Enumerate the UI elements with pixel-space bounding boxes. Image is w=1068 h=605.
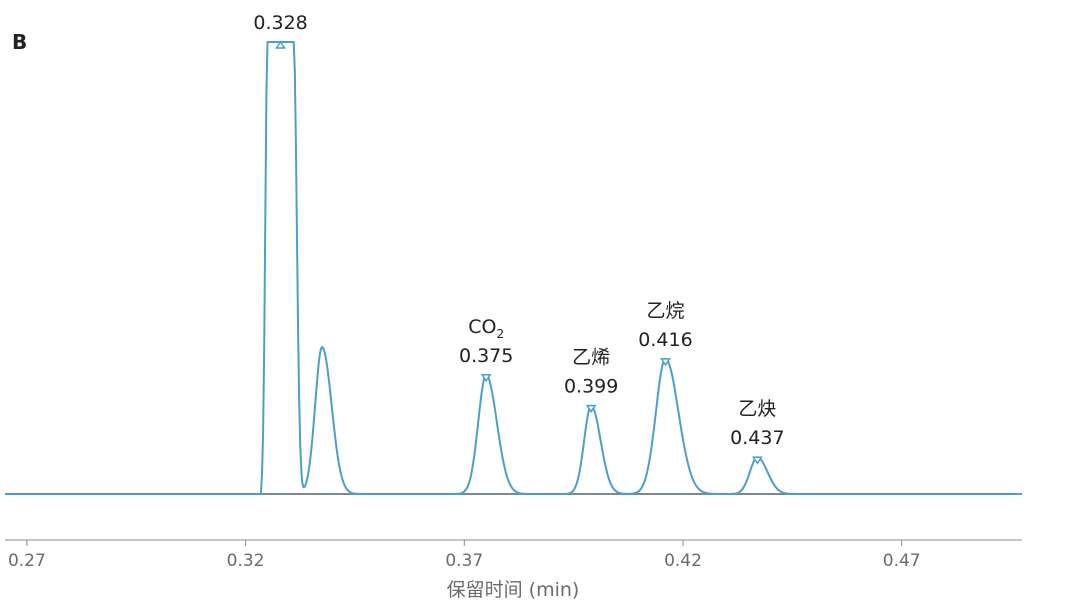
trace-layer	[5, 41, 1022, 495]
peak-marker	[751, 456, 763, 465]
x-axis: 0.27 0.32 0.37 0.42 0.47	[5, 539, 1022, 571]
peak-retention-label: 0.375	[459, 345, 513, 367]
x-tick-label: 0.32	[227, 551, 265, 571]
peak-labels: 0.328 0.375 CO2 0.399 乙烯 0.416 乙烷 0.437 乙炔	[253, 12, 784, 449]
peak-retention-label: 0.328	[253, 12, 307, 34]
peak-marker	[585, 404, 597, 413]
peak-compound-label: 乙烷	[646, 300, 684, 322]
x-tick-label: 0.27	[8, 551, 46, 571]
peak-compound-label: 乙烯	[572, 347, 610, 369]
peak-retention-label: 0.416	[638, 329, 692, 351]
peak-retention-label: 0.399	[564, 376, 618, 398]
peak-marker	[660, 358, 671, 367]
x-tick-label: 0.47	[883, 551, 921, 571]
peak-markers	[275, 40, 763, 465]
peak-compound-label: CO2	[468, 316, 504, 341]
peak-retention-label: 0.437	[730, 427, 784, 449]
x-tick-label: 0.42	[664, 551, 702, 571]
x-tick-label: 0.37	[445, 551, 483, 571]
chromatogram-trace	[5, 41, 1022, 495]
panel-label: B	[12, 30, 27, 54]
peak-marker	[275, 40, 286, 49]
x-axis-title: 保留时间 (min)	[447, 579, 580, 601]
peak-compound-label: 乙炔	[738, 398, 776, 420]
peak-marker	[480, 374, 492, 383]
